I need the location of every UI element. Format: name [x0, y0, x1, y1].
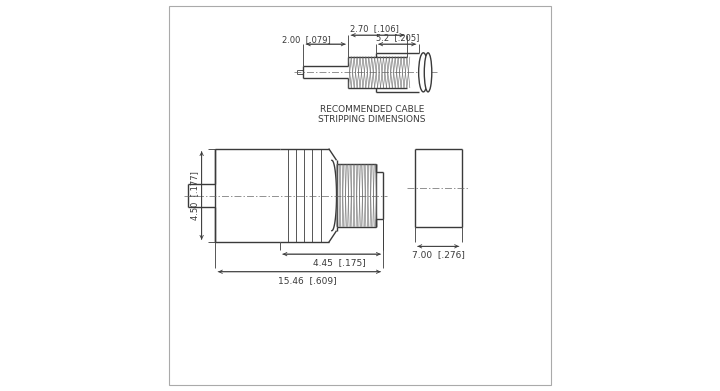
Text: 15.46  [.609]: 15.46 [.609]	[278, 276, 336, 285]
Ellipse shape	[418, 53, 428, 92]
Text: 4.45  [.175]: 4.45 [.175]	[313, 258, 366, 267]
Text: 2.70  [.106]: 2.70 [.106]	[350, 23, 399, 33]
Text: RECOMMENDED CABLE: RECOMMENDED CABLE	[320, 105, 424, 114]
Text: 7.00  [.276]: 7.00 [.276]	[412, 250, 464, 260]
Ellipse shape	[424, 53, 432, 92]
Text: STRIPPING DIMENSIONS: STRIPPING DIMENSIONS	[318, 115, 426, 124]
Text: 4.50  [.177]: 4.50 [.177]	[190, 171, 199, 220]
Text: 2.00  [.079]: 2.00 [.079]	[282, 35, 330, 44]
Text: 5.2  [.205]: 5.2 [.205]	[377, 33, 420, 43]
